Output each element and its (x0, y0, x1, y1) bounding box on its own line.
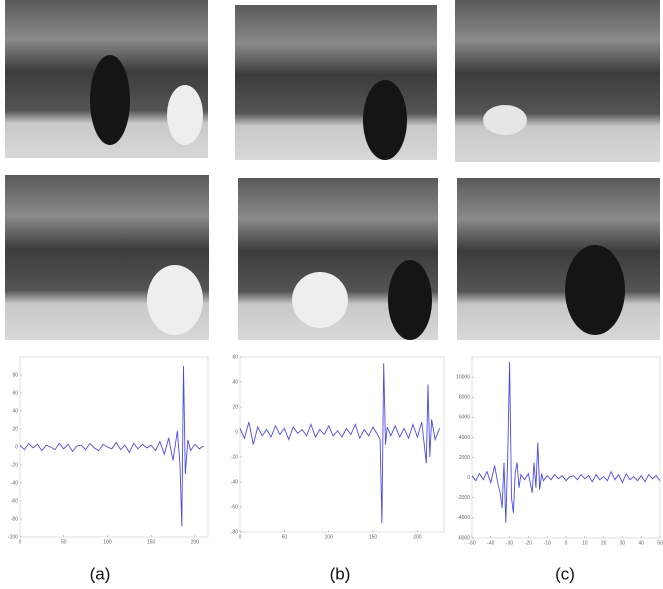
y-tick-label: -40 (231, 479, 238, 485)
dancer (483, 105, 527, 135)
y-tick-label: -80 (11, 516, 18, 522)
caption: (b) (330, 564, 351, 583)
x-tick-label: 10 (582, 540, 588, 546)
signal-line (19, 365, 204, 527)
y-tick-label: 6000 (459, 415, 470, 421)
x-tick-label: 200 (191, 539, 200, 545)
photo (235, 5, 437, 160)
plot-frame (239, 356, 445, 533)
dancer (167, 85, 203, 145)
dancer (565, 245, 625, 335)
y-tick-label: 8000 (459, 395, 470, 401)
x-tick-label: 150 (147, 539, 156, 545)
x-tick-label: 20 (601, 540, 607, 546)
photo-grid (5, 0, 660, 340)
y-tick-label: 2000 (459, 455, 470, 461)
x-tick-label: 150 (369, 534, 378, 540)
x-tick-label: 0 (239, 534, 242, 540)
x-tick-label: 0 (565, 540, 568, 546)
y-tick-label: 80 (12, 372, 18, 378)
y-tick-label: 0 (467, 475, 470, 481)
y-tick-label: -40 (11, 480, 18, 486)
x-tick-label: 50 (61, 539, 67, 545)
y-tick-label: 20 (232, 404, 238, 410)
y-tick-label: -4000 (457, 515, 470, 521)
y-tick-label: 0 (15, 444, 18, 450)
y-tick-label: 10000 (456, 374, 470, 380)
plot-frame (471, 356, 661, 539)
plot-frame (19, 356, 209, 538)
dancer (363, 80, 407, 160)
photo (455, 0, 660, 162)
dancer (388, 260, 432, 340)
photo (457, 178, 660, 340)
x-tick-label: 30 (620, 540, 626, 546)
y-tick-label: -60 (231, 504, 238, 510)
signal-line (471, 361, 661, 523)
x-tick-label: 50 (657, 540, 663, 546)
x-tick-label: -40 (487, 540, 494, 546)
y-tick-label: 40 (12, 408, 18, 414)
x-tick-label: -30 (506, 540, 513, 546)
dancer (292, 272, 348, 328)
y-tick-label: -100 (8, 534, 18, 540)
x-tick-label: 50 (282, 534, 288, 540)
y-tick-label: -6000 (457, 535, 470, 541)
x-tick-label: 0 (19, 539, 22, 545)
y-tick-label: 20 (12, 426, 18, 432)
y-tick-label: 4000 (459, 435, 470, 441)
y-tick-label: 40 (232, 379, 238, 385)
caption: (a) (90, 564, 111, 583)
y-tick-label: -2000 (457, 495, 470, 501)
caption: (c) (555, 564, 575, 583)
dancer (90, 55, 130, 145)
y-tick-label: 0 (235, 429, 238, 435)
y-tick-label: -80 (231, 529, 238, 535)
dancer (147, 265, 203, 335)
x-tick-label: 100 (103, 539, 112, 545)
x-tick-label: 100 (325, 534, 334, 540)
y-tick-label: 60 (232, 354, 238, 360)
signal-line (239, 363, 441, 524)
y-tick-label: -60 (11, 498, 18, 504)
y-tick-label: -20 (11, 462, 18, 468)
x-tick-label: 200 (413, 534, 422, 540)
x-tick-label: -50 (468, 540, 475, 546)
y-tick-label: -20 (231, 454, 238, 460)
x-tick-label: -20 (525, 540, 532, 546)
x-tick-label: 40 (638, 540, 644, 546)
y-tick-label: 60 (12, 390, 18, 396)
x-tick-label: -10 (544, 540, 551, 546)
